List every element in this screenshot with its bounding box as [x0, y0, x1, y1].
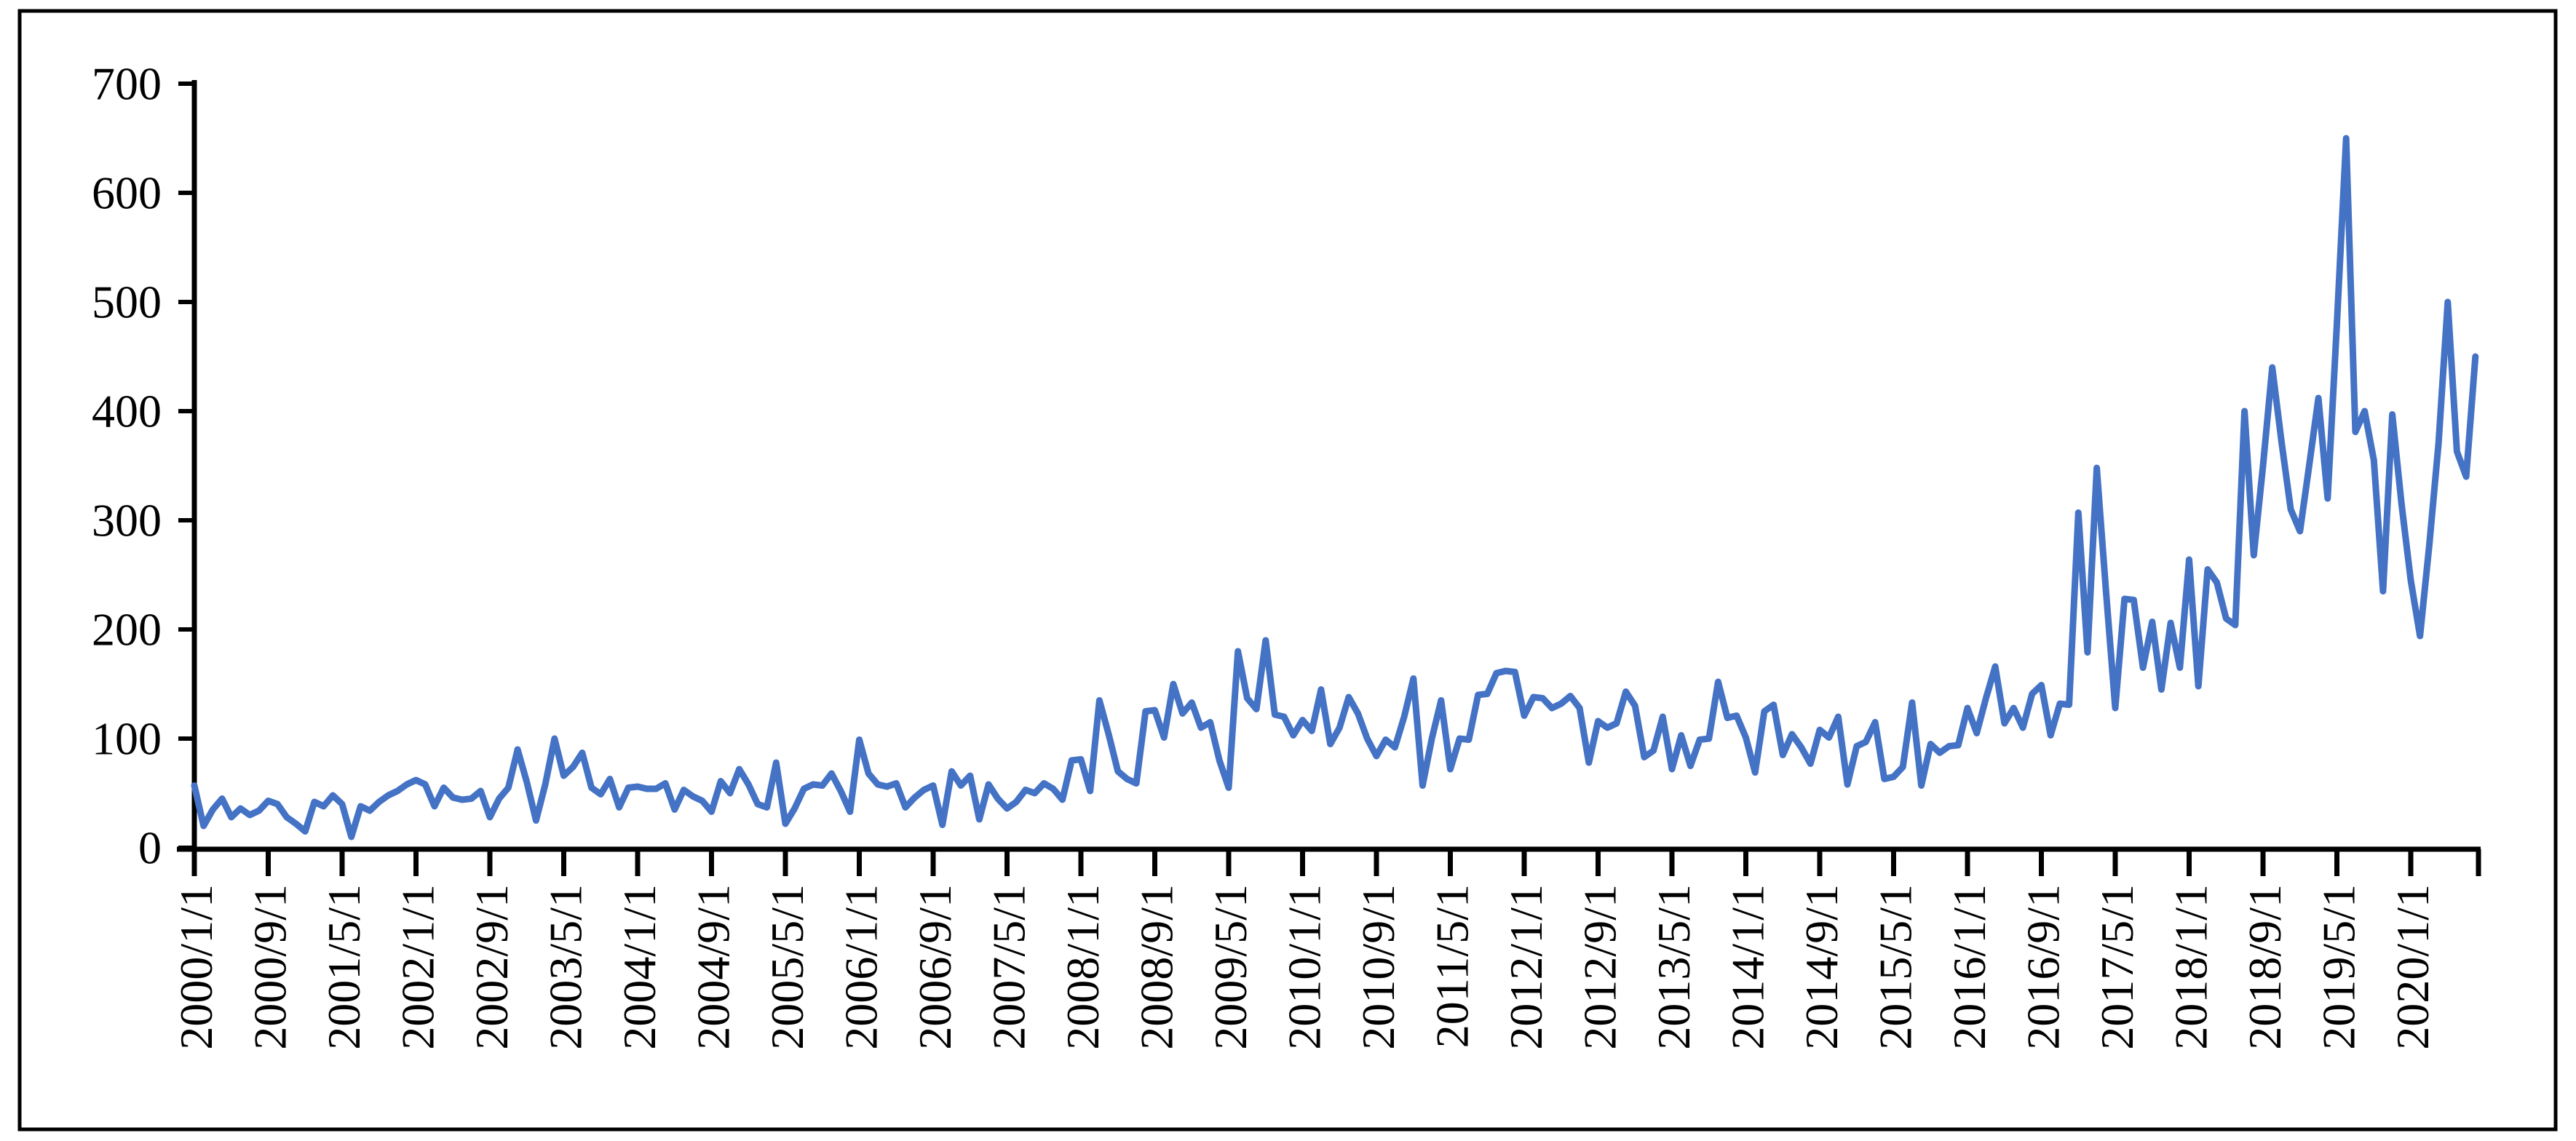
x-tick-label: 2005/5/1	[761, 884, 813, 1050]
x-tick-label: 2014/9/1	[1796, 884, 1847, 1050]
x-tick-label: 2004/1/1	[614, 884, 665, 1050]
x-tick-label: 2010/1/1	[1279, 884, 1331, 1050]
x-tick-label: 2006/9/1	[909, 884, 961, 1050]
x-tick-label: 2000/9/1	[245, 884, 296, 1050]
x-tick-label: 2018/1/1	[2165, 884, 2217, 1050]
y-tick-label: 400	[92, 386, 162, 437]
x-tick-label: 2011/5/1	[1427, 884, 1478, 1048]
x-tick-label: 2016/9/1	[2018, 884, 2069, 1050]
x-tick-label: 2002/9/1	[466, 884, 518, 1050]
x-tick-label: 2016/1/1	[1943, 884, 1995, 1050]
y-tick-label: 300	[92, 495, 162, 546]
x-tick-label: 2006/1/1	[836, 884, 887, 1050]
x-tick-label: 2013/5/1	[1648, 884, 1700, 1050]
x-tick-label: 2000/1/1	[170, 884, 222, 1050]
x-tick-label: 2012/1/1	[1500, 884, 1552, 1050]
y-tick-label: 700	[92, 58, 162, 110]
y-tick-label: 100	[92, 713, 162, 765]
x-tick-label: 2004/9/1	[688, 884, 740, 1050]
x-tick-label: 2019/5/1	[2313, 884, 2365, 1050]
x-tick-label: 2007/5/1	[983, 884, 1035, 1050]
x-tick-label: 2014/1/1	[1722, 884, 1774, 1050]
x-tick-label: 2003/5/1	[540, 884, 592, 1050]
x-tick-label: 2002/1/1	[392, 884, 444, 1050]
x-tick-label: 2009/5/1	[1205, 884, 1256, 1050]
x-tick-label: 2010/9/1	[1352, 884, 1404, 1050]
x-tick-label: 2001/5/1	[318, 884, 370, 1050]
y-tick-label: 600	[92, 167, 162, 219]
x-tick-label: 2015/5/1	[1870, 884, 1922, 1050]
y-tick-label: 200	[92, 604, 162, 656]
data-series-monthly-values	[191, 135, 2479, 840]
y-tick-label: 500	[92, 277, 162, 328]
x-tick-label: 2020/1/1	[2387, 884, 2438, 1050]
y-tick-label: 0	[138, 822, 162, 874]
figure-border	[17, 9, 2558, 1132]
x-tick-label: 2017/5/1	[2091, 884, 2143, 1050]
x-tick-label: 2008/9/1	[1131, 884, 1183, 1050]
x-tick-label: 2008/1/1	[1057, 884, 1109, 1050]
x-tick-label: 2018/9/1	[2239, 884, 2291, 1050]
x-tick-label: 2012/9/1	[1574, 884, 1626, 1050]
